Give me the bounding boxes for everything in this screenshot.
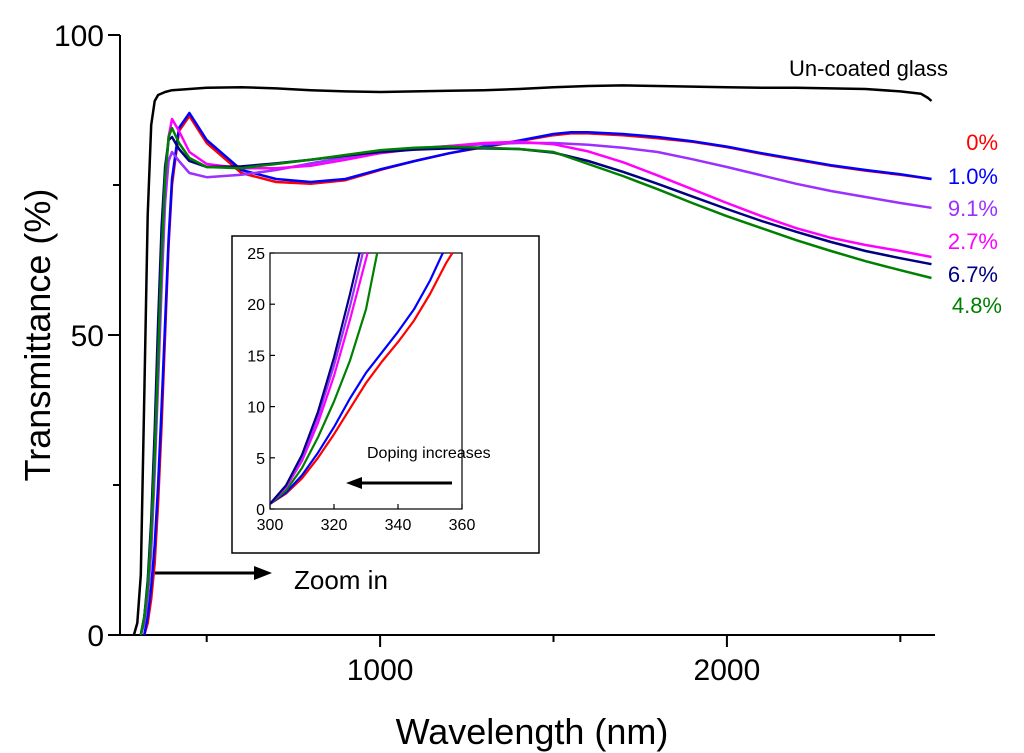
main-plot-series-labels: Un-coated glass 0% 1.0% 9.1% 2.7% 6.7% 4.8%: [789, 56, 1002, 318]
inset-y-tick-label: 0: [256, 502, 265, 519]
inset-x-tick-label: 360: [449, 517, 476, 534]
inset-y-tick-label: 20: [247, 297, 265, 314]
inset-plot-box: [269, 252, 463, 510]
main-x-axis-title: Wavelength (nm): [396, 711, 669, 752]
main-plot-series: [132, 84, 933, 636]
inset-x-tick-label: 340: [385, 517, 412, 534]
main-x-tick-label: 2000: [694, 654, 761, 687]
inset-series-line-2: [269, 252, 444, 505]
inset-plot-series: [269, 252, 454, 505]
inset-series-line-1: [269, 252, 454, 505]
series-line-un-coated-glass: [132, 84, 933, 636]
zoom-in-arrowhead: [254, 566, 272, 580]
inset-y-tick-label: 25: [247, 246, 265, 263]
inset-series-line-3: [269, 252, 379, 505]
inset-x-tick-label: 320: [321, 517, 348, 534]
series-label-4-8: 4.8%: [952, 293, 1002, 318]
zoom-in-label: Zoom in: [294, 565, 388, 595]
doping-arrowhead: [346, 477, 362, 489]
series-label-6-7: 6.7%: [948, 262, 998, 287]
inset-plot-axes: [269, 252, 463, 510]
main-y-tick-label: 50: [71, 320, 104, 353]
inset-y-tick-label: 15: [247, 348, 265, 365]
series-line-4-8: [139, 126, 932, 636]
series-label-2-7: 2.7%: [948, 229, 998, 254]
inset-frame: [231, 235, 540, 554]
inset-x-tick-label: 300: [257, 517, 284, 534]
main-y-tick-label: 0: [87, 620, 104, 653]
main-y-tick-label: 100: [54, 20, 104, 53]
inset-plot-ticks: 300 320 340 360 0 5 10 15 20 25: [247, 246, 475, 534]
series-label-9-1: 9.1%: [948, 196, 998, 221]
series-label-1-0: 1.0%: [948, 164, 998, 189]
inset-y-tick-label: 10: [247, 400, 265, 417]
doping-increases-annotation: Doping increases: [346, 445, 491, 489]
doping-increases-label: Doping increases: [367, 445, 491, 462]
main-x-tick-label: 1000: [347, 654, 414, 687]
series-label-0: 0%: [966, 130, 998, 155]
inset-series-line-6: [269, 252, 361, 505]
series-line-1-0: [143, 111, 932, 636]
zoom-in-annotation: Zoom in: [155, 565, 388, 595]
series-label-un-coated-glass: Un-coated glass: [789, 56, 948, 81]
inset-y-tick-label: 5: [256, 451, 265, 468]
main-y-axis-title: Transmittance (%): [17, 189, 58, 482]
